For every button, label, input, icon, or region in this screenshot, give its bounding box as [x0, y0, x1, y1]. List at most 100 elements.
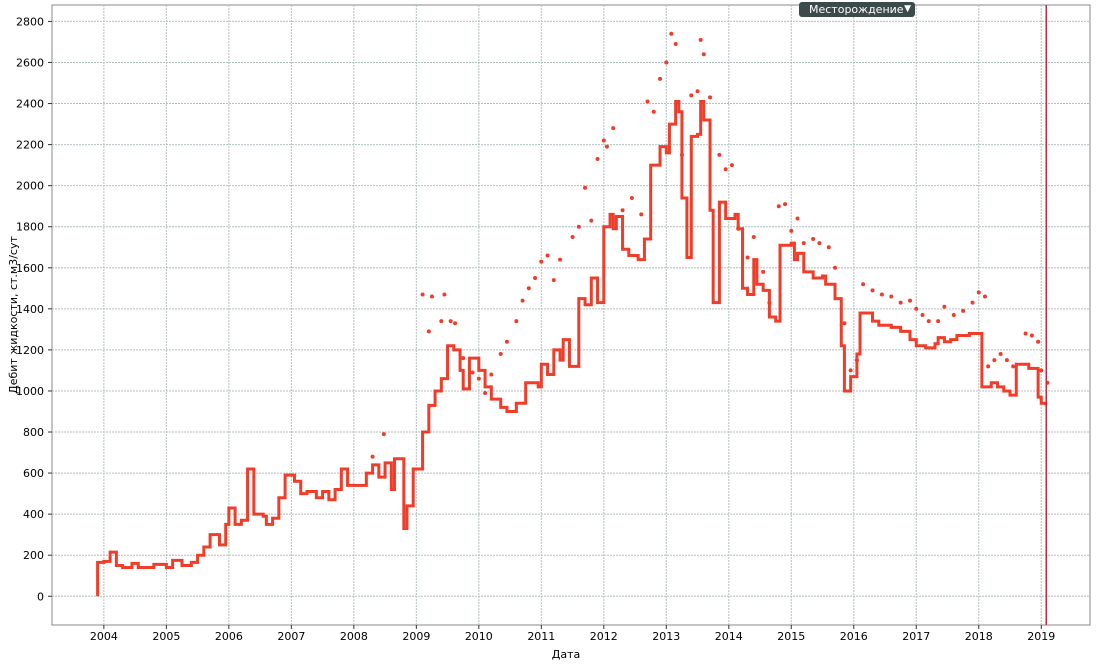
point: [551, 278, 556, 283]
field-selector[interactable]: Месторождение ▼: [799, 2, 915, 17]
point: [914, 306, 919, 311]
x-tick-label: 2012: [590, 630, 618, 643]
point: [442, 292, 447, 297]
point: [848, 368, 853, 373]
point: [811, 237, 816, 242]
point: [776, 204, 781, 209]
point: [817, 241, 822, 246]
point: [745, 255, 750, 260]
y-tick-label: 0: [37, 590, 44, 603]
x-tick-label: 2017: [902, 630, 930, 643]
x-tick-label: 2005: [152, 630, 180, 643]
point: [695, 89, 700, 94]
point: [514, 319, 519, 324]
x-tick-label: 2004: [90, 630, 118, 643]
point: [429, 294, 434, 299]
point: [998, 352, 1003, 357]
point: [801, 241, 806, 246]
point: [620, 208, 625, 213]
plot-area: [51, 4, 1091, 626]
point: [783, 202, 788, 207]
point: [992, 358, 997, 363]
y-tick-label: 2800: [16, 15, 44, 28]
point: [526, 286, 531, 291]
point: [576, 224, 581, 229]
point: [639, 212, 644, 217]
point: [920, 313, 925, 317]
selector-label: Месторождение: [809, 3, 904, 16]
y-tick-label: 2000: [16, 180, 44, 193]
x-tick-label: 2011: [527, 630, 555, 643]
point: [658, 76, 663, 81]
y-tick-label: 1800: [16, 221, 44, 234]
x-tick-label: 2014: [715, 630, 743, 643]
x-axis-label: Дата: [552, 648, 580, 661]
y-tick-label: 1400: [16, 303, 44, 316]
point: [669, 31, 674, 36]
point: [583, 185, 588, 190]
point: [889, 294, 894, 299]
dropdown-arrow: ▼: [904, 4, 911, 14]
y-tick-label: 1000: [16, 385, 44, 398]
point: [708, 95, 713, 100]
point: [908, 298, 913, 303]
point: [504, 339, 509, 344]
point: [789, 228, 794, 233]
point: [570, 234, 575, 239]
point: [426, 329, 431, 334]
point: [729, 163, 734, 168]
point: [533, 276, 538, 281]
point: [698, 37, 703, 42]
point: [723, 167, 728, 172]
y-tick-label: 2200: [16, 139, 44, 152]
point: [986, 364, 991, 369]
point: [545, 253, 550, 258]
point: [870, 288, 875, 293]
point: [898, 300, 903, 305]
point: [854, 358, 859, 363]
y-tick-label: 600: [23, 467, 44, 480]
point: [461, 356, 466, 361]
point: [983, 294, 988, 299]
point: [370, 454, 375, 459]
x-tick-label: 2019: [1027, 630, 1055, 643]
point: [936, 319, 941, 324]
point: [717, 152, 722, 157]
point: [861, 282, 866, 287]
point: [1029, 333, 1034, 338]
x-tick-label: 2016: [840, 630, 868, 643]
point: [483, 391, 488, 396]
x-tick-label: 2008: [340, 630, 368, 643]
point: [1004, 358, 1009, 363]
point: [976, 290, 981, 295]
point: [842, 321, 847, 326]
point: [651, 109, 656, 114]
point: [767, 300, 772, 305]
x-tick-label: 2006: [215, 630, 243, 643]
x-tick-label: 2007: [277, 630, 305, 643]
point: [439, 319, 444, 324]
point: [689, 93, 694, 98]
point: [498, 352, 503, 357]
point: [453, 321, 458, 326]
y-tick-label: 800: [23, 426, 44, 439]
point: [679, 152, 684, 157]
y-tick-label: 2400: [16, 98, 44, 111]
point: [645, 99, 650, 104]
point: [826, 245, 831, 250]
point: [558, 257, 563, 262]
point: [1023, 331, 1028, 336]
point: [539, 259, 544, 264]
y-tick-label: 400: [23, 508, 44, 521]
y-axis-label: Дебит жидкости, ст.м3/сут: [7, 236, 20, 394]
point: [1039, 368, 1044, 373]
x-tick-label: 2015: [777, 630, 805, 643]
point: [629, 195, 634, 200]
point: [961, 308, 966, 313]
point: [595, 156, 600, 161]
point: [736, 226, 741, 231]
point: [926, 319, 931, 324]
point: [601, 138, 606, 143]
point: [879, 292, 884, 297]
